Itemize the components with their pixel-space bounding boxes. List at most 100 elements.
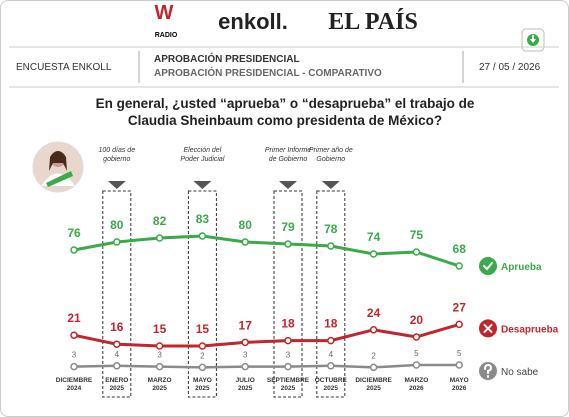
data-point [70,331,78,339]
data-point [284,362,292,371]
data-label: 2 [200,351,205,360]
legend-label: No sabe [501,367,539,378]
series-line [73,363,460,369]
data-label: 80 [110,218,124,232]
data-point [155,342,164,350]
data-point [369,250,378,258]
data-point [241,238,249,246]
question: En general, ¿usted “aprueba” o “desaprue… [96,96,475,111]
date: 27 / 05 / 2026 [479,62,541,73]
data-point [113,238,121,246]
data-point [412,248,421,256]
x-tick-label: OCTUBRE 2025 [314,377,347,392]
data-point [113,362,121,370]
event-box [187,190,217,398]
data-label: 83 [196,212,210,226]
data-label: 78 [324,222,338,236]
logo-w: W [155,2,174,24]
portrait-sash [46,171,73,187]
legend-label: Desaprueba [501,324,559,335]
data-label: 3 [72,351,77,360]
data-point [198,342,207,350]
x-tick-label: MARZO 2025 [147,377,172,392]
data-label: 74 [367,230,381,244]
data-label: 15 [196,322,210,336]
legend-glyph [484,363,493,378]
data-point [155,362,164,371]
data-label: 79 [281,220,295,234]
data-label: 2 [371,351,376,360]
data-point [412,361,421,369]
data-label: 3 [157,351,162,360]
x-tick-label: MAYO 2026 [449,377,469,392]
event-annotation: 100 días de gobierno [98,147,136,163]
logo-radio: RADIO [155,32,178,39]
data-point [70,246,78,254]
legend-icon [479,257,497,275]
x-tick-label: DICIEMBRE 2025 [355,377,392,392]
legend-label: Aprueba [501,262,542,273]
data-point [455,262,463,270]
event-marker [279,181,297,189]
event-annotation: Primer Informe de Gobierno [264,147,312,163]
data-point [327,362,335,370]
legend-glyph [483,323,493,333]
data-label: 16 [110,320,124,334]
legend-glyph [483,262,493,271]
x-tick-label: ENERO 2025 [105,377,129,392]
data-point [70,362,78,371]
data-point [455,320,463,329]
logo-enkoll: enkoll. [218,9,288,34]
event-marker [107,181,126,189]
question: Claudia Sheinbaum como presidenta de Méx… [128,113,442,128]
header-subtitle: APROBACIÓN PRESIDENCIAL - COMPARATIVO [154,66,382,79]
data-label: 24 [367,306,381,320]
x-tick-label: MAYO 2025 [192,377,212,392]
data-label: 18 [281,317,295,331]
event-box [316,190,346,398]
data-label: 5 [457,349,462,358]
logo-elpais: EL PAÍS [328,9,418,35]
x-tick-label: SEPTIEMBRE 2025 [266,377,310,392]
data-label: 76 [67,226,81,240]
data-point [241,338,249,347]
data-point [369,326,378,334]
data-point [198,232,207,240]
download-arrow [530,35,536,43]
event-box [273,190,303,398]
data-point [369,363,378,372]
data-label: 17 [239,318,253,332]
x-tick-label: JULIO 2025 [235,377,255,392]
data-label: 20 [410,313,424,327]
x-tick-label: MARZO 2026 [404,377,429,392]
data-label: 3 [243,351,248,360]
data-point [327,336,335,345]
data-point [455,361,463,369]
series-line [73,234,460,268]
data-point [198,363,207,372]
data-point [412,333,421,341]
header-title: APROBACIÓN PRESIDENCIAL [154,52,300,65]
data-label: 4 [329,350,334,359]
survey-label: ENCUESTA ENKOLL [16,62,112,73]
portrait-hair [49,151,67,171]
data-point [284,336,292,345]
data-label: 27 [453,300,467,314]
event-box [102,190,132,398]
data-point [113,340,121,348]
event-annotation: Elección del Poder Judicial [180,147,225,163]
x-tick-label: DICIEMBRE 2024 [55,377,93,392]
event-marker [321,181,340,189]
data-label: 21 [67,311,81,325]
event-marker [193,181,212,189]
series-line [73,322,460,348]
data-point [284,240,292,248]
data-point [155,234,164,242]
event-annotation: Primer año de Gobierno [308,147,353,163]
data-label: 15 [153,322,167,336]
data-label: 75 [410,228,424,242]
data-label: 3 [286,351,291,360]
data-label: 80 [239,218,253,232]
